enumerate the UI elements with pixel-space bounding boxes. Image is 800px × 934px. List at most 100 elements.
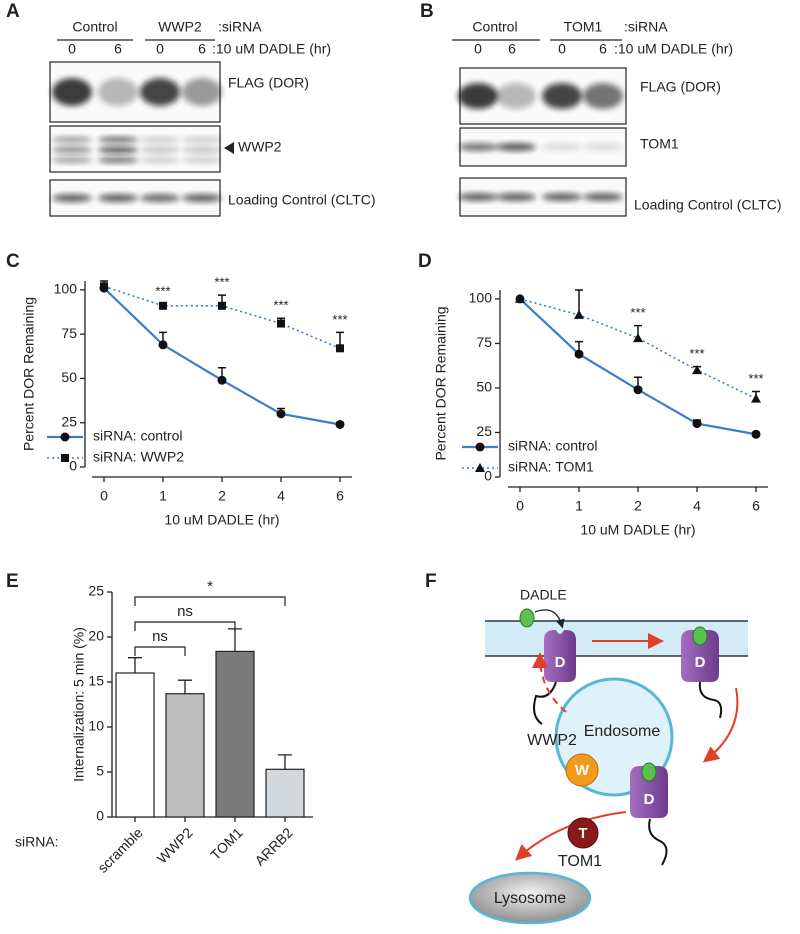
- time: 0: [558, 41, 566, 57]
- blot-band: [496, 83, 536, 109]
- time: 0: [474, 41, 482, 57]
- x-tick-label: 2: [634, 498, 642, 514]
- panel-label: A: [6, 1, 20, 22]
- x-axis-label: 10 uM DADLE (hr): [580, 522, 695, 538]
- y-tick-label: 25: [476, 423, 492, 439]
- ligand: [692, 626, 708, 646]
- condition-label: :siRNA: [218, 19, 262, 35]
- wwp2-label: WWP2: [527, 732, 577, 749]
- bracket: [134, 621, 236, 631]
- time: 6: [508, 41, 516, 57]
- y-tick-label: 50: [476, 379, 492, 395]
- band-label: FLAG (DOR): [228, 75, 309, 91]
- x-tick-label: 1: [159, 488, 167, 504]
- panel-label: D: [418, 251, 432, 272]
- y-tick-label: 100: [54, 281, 78, 297]
- x-tick-label: 6: [752, 498, 760, 514]
- marker: [158, 340, 168, 350]
- blot-band: [542, 193, 582, 201]
- receptor: [681, 630, 719, 682]
- bar: [265, 768, 305, 818]
- diagram: DADLE D D Endosome D WWP2 W T TOM1 Lysos…: [468, 587, 748, 925]
- blot-band: [140, 146, 180, 153]
- marker: [574, 349, 584, 359]
- binding-arrow: [534, 609, 565, 629]
- blot-band: [458, 143, 498, 151]
- ligand: [519, 608, 535, 628]
- x-tick-label: TOM1: [207, 824, 246, 863]
- marker: [218, 301, 226, 310]
- band-label: TOM1: [640, 136, 679, 152]
- marker: [751, 393, 761, 403]
- blot-band: [182, 157, 222, 164]
- bracket: [134, 646, 186, 656]
- legend-marker: [475, 442, 485, 452]
- tom1-label: TOM1: [558, 853, 602, 870]
- blot-band: [496, 193, 536, 201]
- x-axis-label: siRNA:: [15, 834, 59, 850]
- band-label: FLAG (DOR): [640, 79, 721, 95]
- blot-band: [140, 78, 180, 106]
- condition: Control: [72, 19, 117, 35]
- x-tick-label: 4: [277, 488, 285, 504]
- condition-label: :siRNA: [624, 19, 668, 35]
- degradation-arrow: [515, 811, 627, 861]
- series-line: [519, 298, 757, 400]
- legend-label: siRNA: TOM1: [508, 459, 594, 475]
- blot-band: [182, 136, 222, 143]
- x-tick-label: 1: [575, 498, 583, 514]
- arrow: [702, 687, 739, 763]
- receptor-label: D: [695, 654, 706, 671]
- x-tick-label: 4: [693, 498, 701, 514]
- time: 6: [599, 41, 607, 57]
- x-tick-label: 2: [218, 488, 226, 504]
- marker: [159, 301, 167, 310]
- ligand-label: DADLE: [520, 587, 567, 603]
- wwp2: [565, 753, 599, 787]
- legend-label: siRNA: WWP2: [93, 449, 184, 465]
- blot-band: [52, 194, 92, 202]
- blot-band: [458, 83, 498, 109]
- time-label: :10 uM DADLE (hr): [212, 41, 331, 57]
- blot-band: [496, 143, 536, 151]
- blot-band: [140, 157, 180, 164]
- time: 6: [114, 41, 122, 57]
- ligand: [641, 762, 657, 782]
- time: 0: [156, 41, 164, 57]
- receptor-tail: [698, 681, 723, 719]
- endosome-label: Endosome: [584, 723, 661, 740]
- y-tick-label: 25: [88, 583, 104, 599]
- tom1: [567, 817, 599, 849]
- x-tick-label: 0: [516, 498, 524, 514]
- panel-label: B: [420, 1, 434, 22]
- arrowhead: [224, 142, 234, 154]
- legend-marker: [475, 463, 485, 472]
- blot-band: [583, 193, 623, 201]
- tom1-symbol: T: [578, 825, 587, 842]
- condition: TOM1: [564, 19, 603, 35]
- blot-band: [182, 78, 222, 106]
- significance: ***: [630, 305, 645, 320]
- panel-label: F: [425, 571, 437, 592]
- blot-band: [182, 194, 222, 202]
- band-label: Loading Control (CLTC): [634, 197, 782, 213]
- blot-band: [182, 146, 222, 153]
- marker: [751, 429, 761, 439]
- blot-band: [52, 136, 92, 143]
- marker: [335, 419, 345, 429]
- band-label: WWP2: [238, 139, 282, 155]
- marker: [277, 319, 285, 328]
- error-bar: [178, 679, 192, 694]
- receptor-label: D: [644, 791, 655, 808]
- bar: [165, 693, 205, 818]
- y-tick-label: 50: [61, 369, 77, 385]
- y-tick-label: 15: [88, 673, 104, 689]
- y-tick-label: 5: [96, 763, 104, 779]
- comparison-label: ns: [177, 603, 193, 620]
- blot-band: [52, 146, 92, 153]
- wwp2-symbol: W: [575, 762, 590, 779]
- blot-band: [98, 78, 138, 106]
- blot-band: [542, 83, 582, 109]
- significance: ***: [748, 371, 763, 386]
